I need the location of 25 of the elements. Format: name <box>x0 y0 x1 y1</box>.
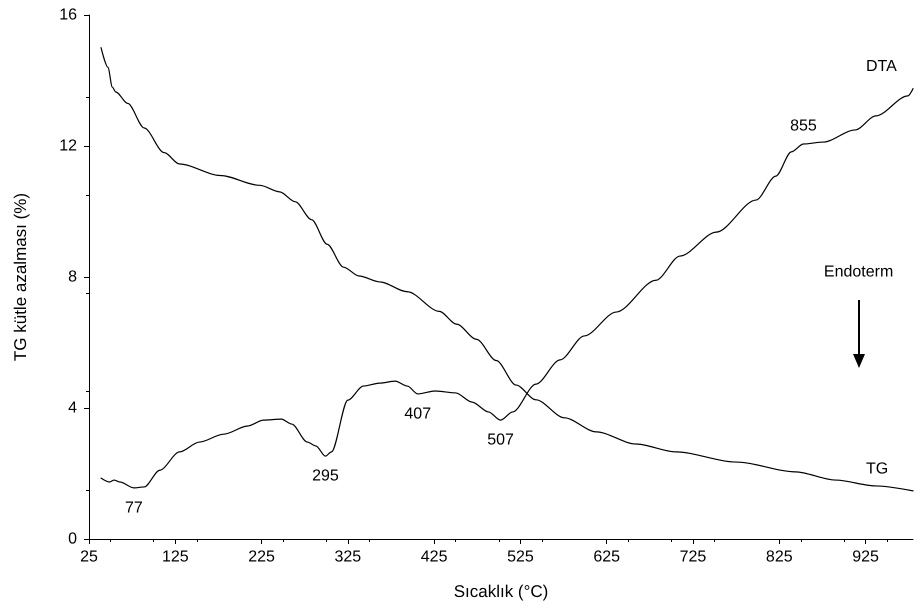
x-tick-label: 625 <box>593 548 620 566</box>
y-tick-label: 4 <box>68 400 78 416</box>
x-tick-label: 125 <box>162 548 189 566</box>
x-tick-label: 25 <box>80 548 98 566</box>
annotation: 407 <box>404 405 432 422</box>
x-axis-title: Sıcaklık (°C) <box>454 582 548 601</box>
x-tick-label: 825 <box>766 548 793 566</box>
x-tick-label: 725 <box>680 548 706 566</box>
annotation: 77 <box>124 499 143 516</box>
y-axis-title: TG kütle azalması (%) <box>11 192 30 362</box>
y-tick-label: 16 <box>59 6 78 24</box>
x-tick-label: 225 <box>248 548 276 566</box>
y-tick-label: 0 <box>68 530 78 548</box>
series-label: TG <box>866 460 888 478</box>
series-label: DTA <box>866 58 898 76</box>
annotation: 855 <box>790 118 817 135</box>
x-tick-label: 325 <box>334 548 362 566</box>
y-tick-label: 8 <box>68 268 78 286</box>
annotation: 295 <box>312 468 339 485</box>
y-tick-label: 12 <box>59 138 78 154</box>
x-tick-label: 425 <box>420 548 448 566</box>
annotation: 507 <box>487 432 514 449</box>
annotation: Endoterm <box>824 263 894 280</box>
x-tick-label: 525 <box>507 548 534 566</box>
x-tick-label: 925 <box>852 548 879 566</box>
